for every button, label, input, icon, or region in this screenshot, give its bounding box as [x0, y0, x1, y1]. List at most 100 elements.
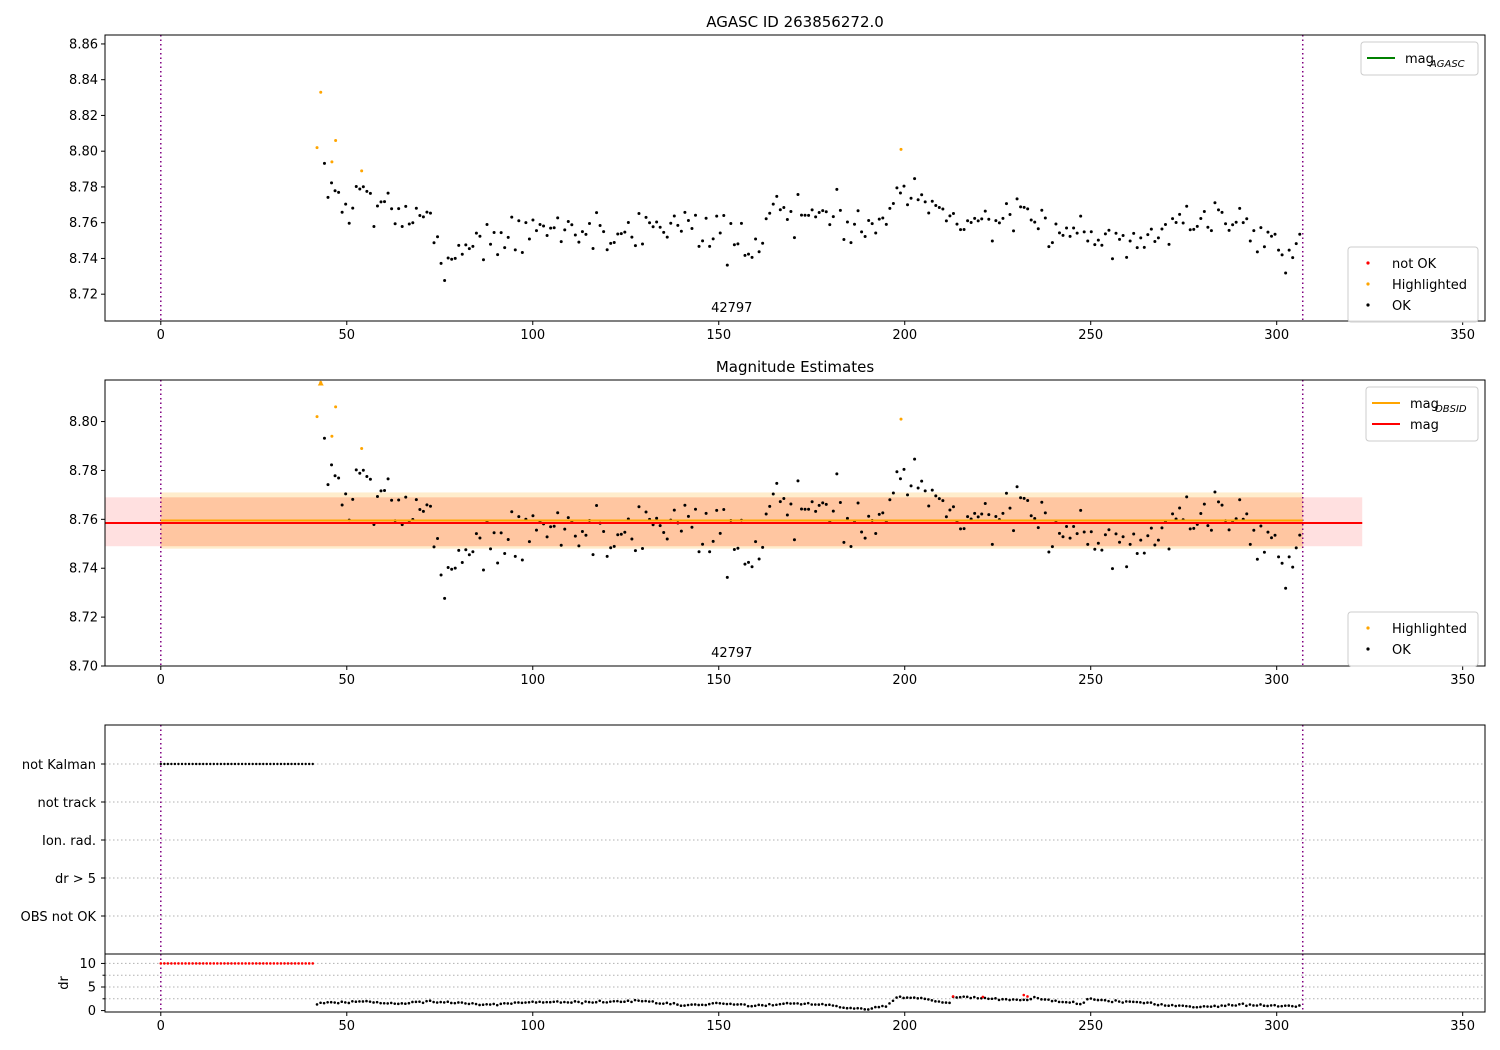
panel2-y-tick-label: 8.76: [69, 513, 98, 528]
panel2-ok-point: [1227, 528, 1231, 532]
panel2-ok-point: [1093, 547, 1097, 551]
dr-point: [1068, 1001, 1071, 1004]
dr-clipped-point: [290, 962, 293, 965]
panel1-x-tick-label: 250: [1078, 328, 1103, 343]
dr-point: [594, 1000, 598, 1004]
panel2-ok-point: [1280, 561, 1284, 565]
dr-point: [662, 1002, 665, 1005]
dr-point: [347, 1001, 351, 1005]
panel2-ok-point: [534, 528, 538, 532]
dr-clipped-point: [201, 962, 205, 965]
panel1-ok-point: [386, 191, 390, 195]
panel1-ok-point: [1269, 234, 1273, 238]
panel2-ok-point: [333, 474, 337, 478]
dr-point: [746, 1004, 750, 1008]
panel1-ok-point: [867, 218, 871, 222]
panel4-x-tick-label: 350: [1450, 1019, 1475, 1034]
dr-point: [1170, 1003, 1174, 1007]
dr-point: [888, 1002, 891, 1005]
panel2-ok-point: [443, 596, 447, 600]
dr-point: [1206, 1005, 1209, 1008]
dr-point: [764, 1004, 768, 1008]
panel1-ok-point: [969, 220, 973, 224]
panel1-ok-point: [340, 210, 344, 214]
panel2-ok-point: [916, 486, 920, 490]
dr-point: [778, 1002, 782, 1006]
dr-point: [1209, 1005, 1213, 1008]
dr-point: [471, 1001, 474, 1005]
dr-point: [990, 997, 994, 1001]
dr-point: [1064, 1000, 1068, 1004]
dr-point: [828, 1003, 831, 1007]
panel2-ok-point: [1019, 496, 1023, 500]
dr-clipped-point: [240, 962, 244, 965]
panel2-ok-point: [1075, 532, 1079, 536]
dr-point: [616, 999, 619, 1003]
panel2-ok-point: [644, 510, 648, 514]
flag-point-not-kalman: [223, 762, 226, 766]
flag-point-not-kalman: [304, 762, 307, 766]
panel2-ok-point: [1167, 547, 1171, 551]
panel1-ok-point: [1125, 255, 1129, 259]
panel2-ok-point: [637, 505, 641, 509]
flag-point-not-kalman: [170, 762, 173, 766]
dr-point: [1025, 998, 1029, 1002]
dr-point: [531, 1000, 534, 1003]
dr-point: [1124, 1000, 1128, 1003]
panel2-ok-point: [1284, 586, 1288, 590]
dr-point: [633, 998, 637, 1002]
flag-point-not-kalman: [198, 762, 201, 766]
panel1-ok-point: [803, 213, 807, 217]
dr-point: [1121, 1001, 1124, 1004]
panel1-ok-point: [1072, 226, 1076, 230]
panel2-legend-status-legend-marker: [1366, 626, 1370, 630]
dr-point: [421, 1001, 425, 1005]
panel1-ok-point: [605, 248, 609, 252]
panel1-ok-point: [570, 223, 574, 227]
dr-point: [715, 1001, 718, 1005]
dr-point: [891, 999, 895, 1003]
dr-point: [425, 999, 428, 1003]
panel1-ok-point: [566, 219, 570, 223]
panel1-ok-point: [1026, 207, 1030, 211]
panel1-ok-point: [432, 241, 436, 245]
panel1-ok-point: [1234, 220, 1238, 224]
dr-point: [994, 997, 997, 1000]
dr-point: [1248, 1003, 1252, 1006]
panel1-ok-point: [503, 246, 507, 250]
panel1-ok-point: [927, 211, 931, 215]
panel2-ok-point: [1100, 548, 1104, 552]
flag-point-not-kalman: [297, 762, 300, 766]
panel1-x-tick-label: 50: [339, 328, 356, 343]
panel1-ok-point: [471, 244, 475, 248]
panel1-ok-point: [807, 213, 811, 217]
panel2-ok-point: [1057, 531, 1061, 535]
dr-point: [372, 1001, 375, 1004]
panel2-ok-point: [453, 566, 457, 570]
panel1-ok-point: [1216, 208, 1220, 212]
dr-point: [1262, 1004, 1266, 1008]
panel2-ok-point: [785, 513, 789, 517]
dr-point: [1174, 1004, 1178, 1008]
panel2-ok-point: [927, 504, 931, 508]
panel1-ok-point: [1298, 232, 1302, 236]
dr-point: [722, 1002, 725, 1005]
dr-clipped-point: [233, 962, 237, 965]
panel2-x-tick-label: 150: [706, 673, 731, 688]
panel2-y-tick-label: 8.74: [69, 562, 98, 577]
dr-point: [760, 1003, 764, 1007]
panel1-ok-point: [1114, 231, 1118, 235]
panel2-ok-point: [414, 498, 418, 502]
panel1-ok-point: [648, 221, 652, 225]
panel1-ok-point: [1202, 210, 1206, 214]
dr-point: [1230, 1004, 1234, 1007]
panel1-ok-point: [496, 253, 500, 257]
panel1-ok-point: [1057, 231, 1061, 235]
panel2-ok-point: [690, 525, 694, 529]
flag-point-not-kalman: [184, 762, 187, 766]
panel1-ok-point: [1142, 245, 1146, 249]
panel1-ok-point: [754, 237, 758, 241]
panel1-ok-point: [1089, 230, 1093, 234]
dr-point: [965, 995, 969, 999]
dr-point: [534, 1001, 538, 1004]
